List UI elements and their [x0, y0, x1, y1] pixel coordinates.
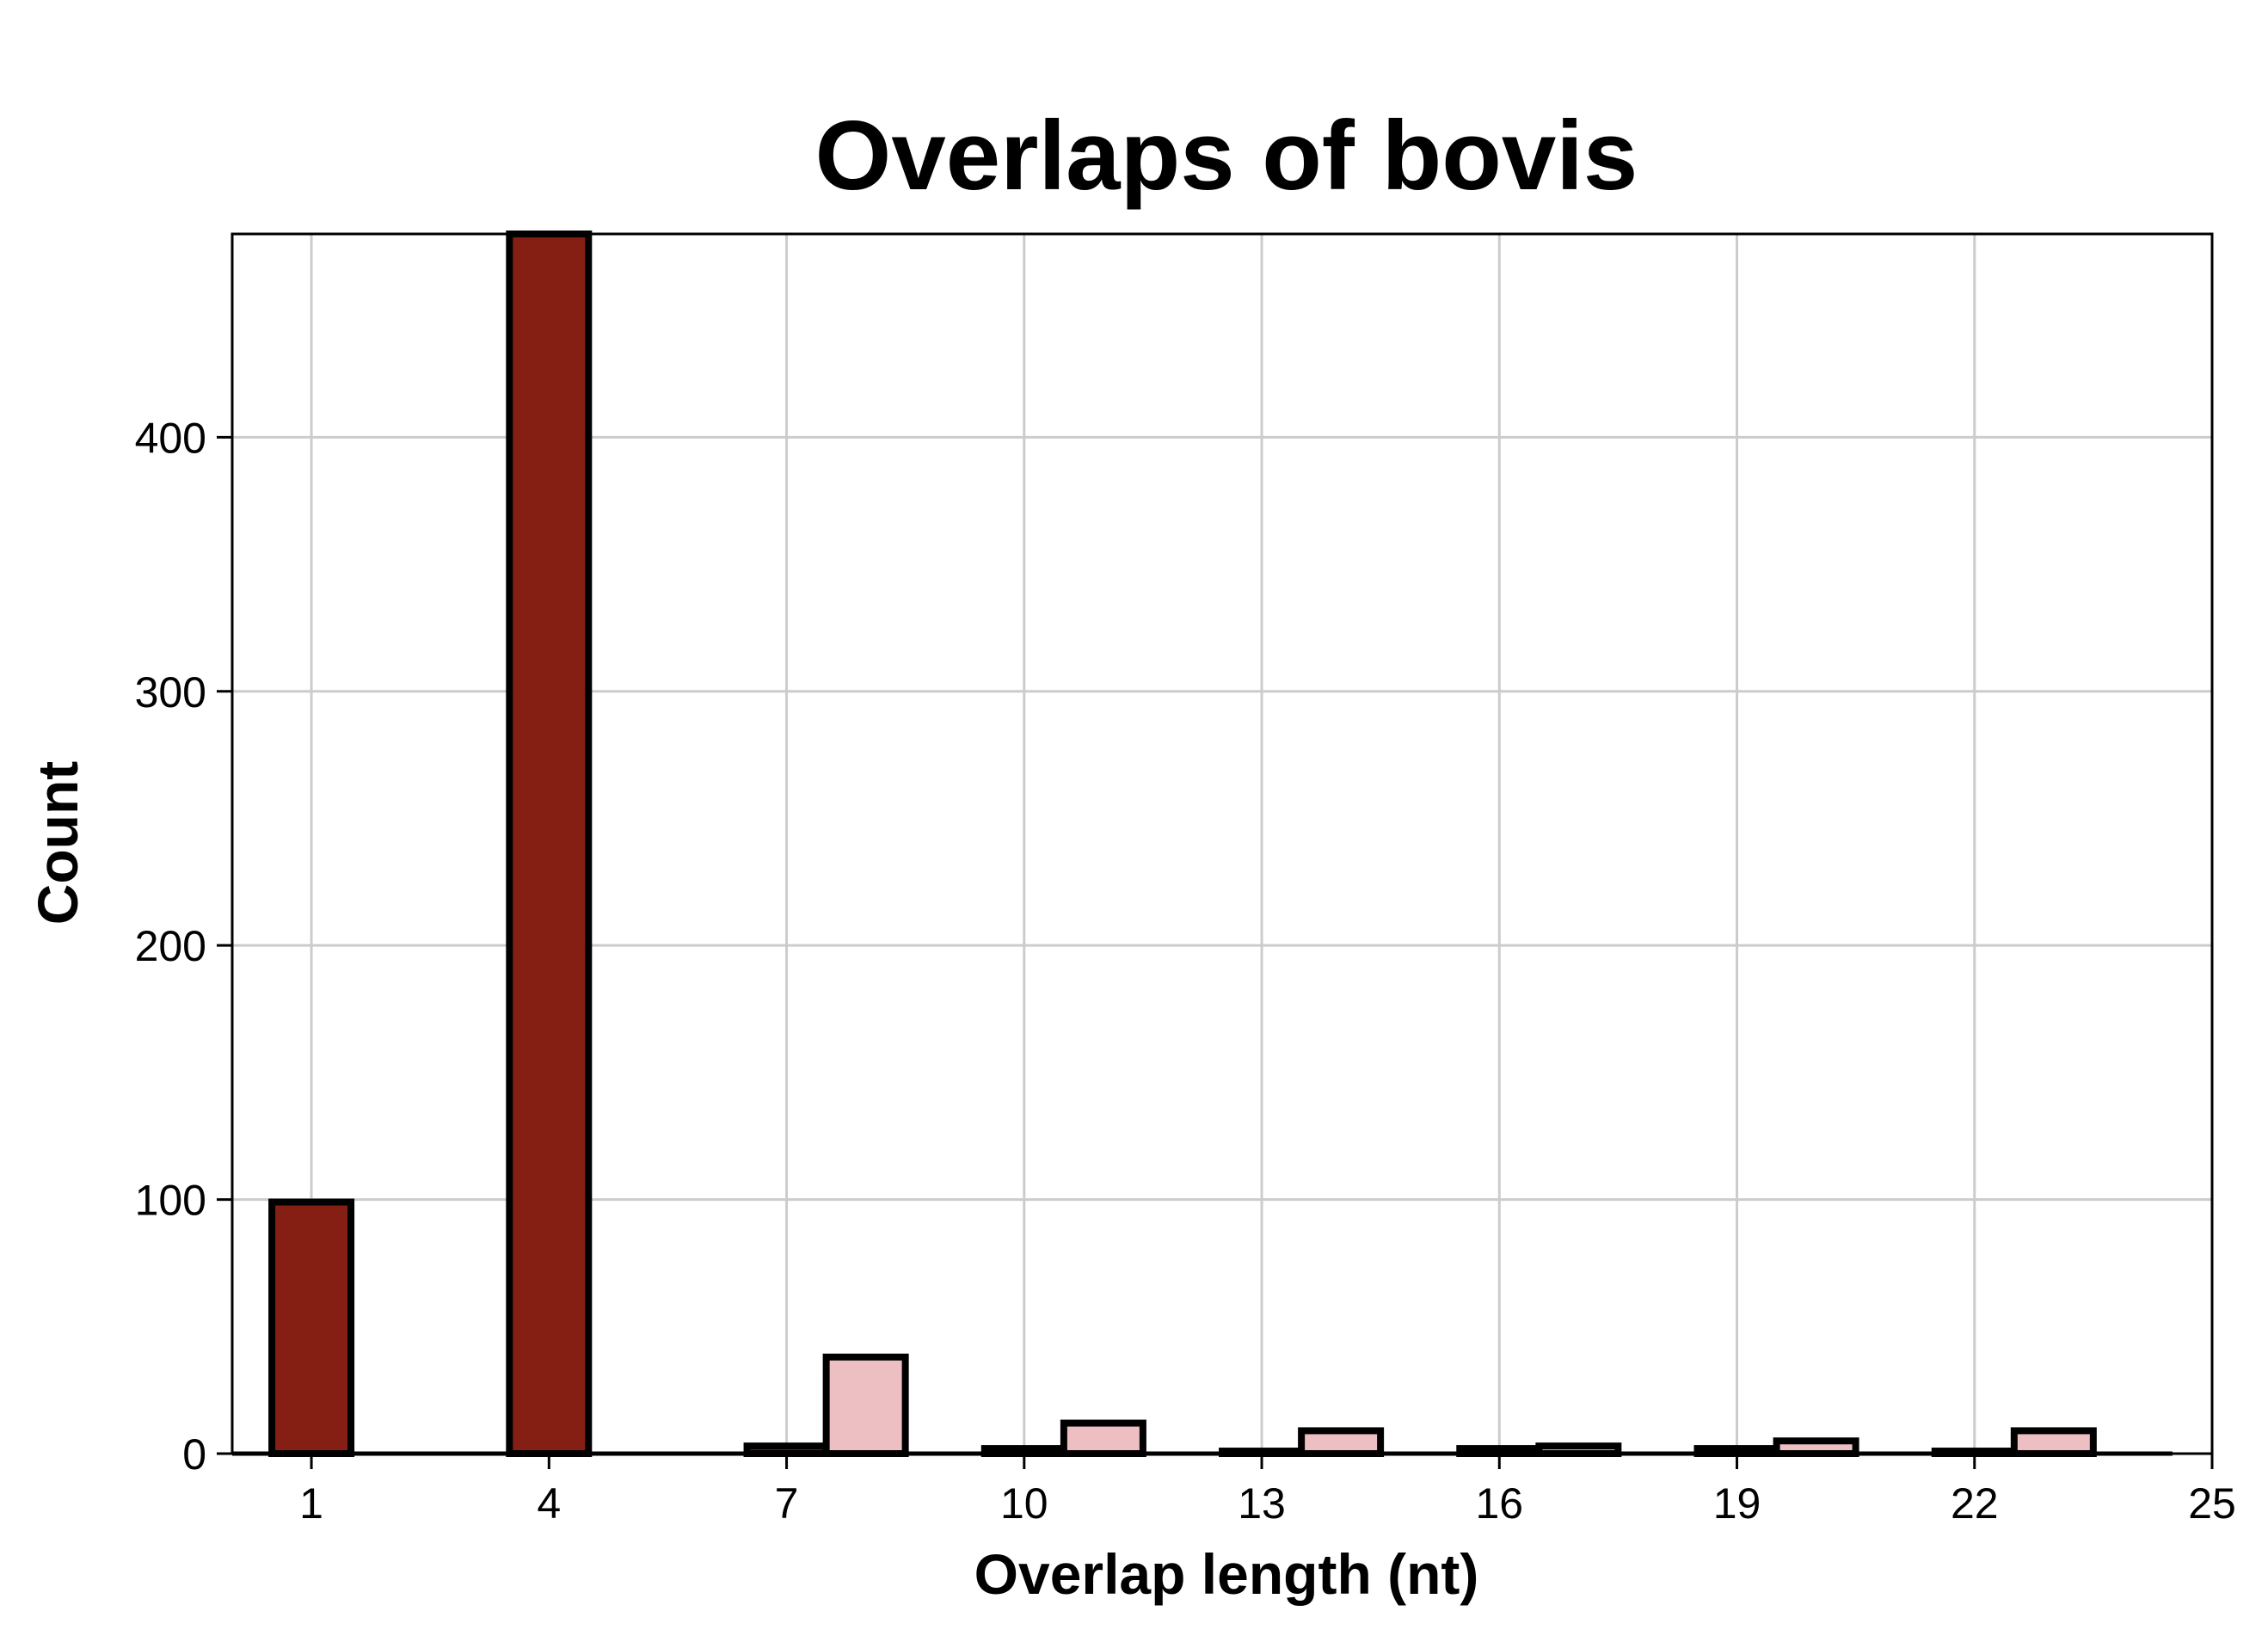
- bars: [268, 231, 2097, 1458]
- x-tick-label: 22: [1951, 1479, 1999, 1528]
- axes: [230, 232, 2214, 1456]
- x-tick-label: 19: [1713, 1479, 1761, 1528]
- x-tick-label: 10: [1000, 1479, 1048, 1528]
- x-tick-label: 13: [1238, 1479, 1286, 1528]
- bar-series-1-x-1: [268, 1198, 355, 1457]
- y-tick-label: 0: [182, 1430, 206, 1479]
- x-tick-label: 7: [775, 1479, 799, 1528]
- x-tick-label: 16: [1475, 1479, 1523, 1528]
- y-tick-label: 100: [135, 1177, 206, 1225]
- x-tick-label: 4: [537, 1479, 561, 1528]
- bar-series-2-x-11: [1060, 1419, 1146, 1458]
- bar-series-2-x-8: [822, 1353, 909, 1458]
- y-tick-label: 300: [135, 668, 206, 716]
- y-tick-label: 200: [135, 922, 206, 970]
- x-tick-label: 1: [299, 1479, 323, 1528]
- y-axis-title: Count: [26, 761, 89, 925]
- x-tick-label: 25: [2188, 1479, 2236, 1528]
- ticks: 1 4 7 10 13 16 19 22 25 0 100 200 300 400: [135, 414, 2236, 1528]
- y-tick-label: 400: [135, 414, 206, 462]
- bar-series-1-x-4: [506, 231, 593, 1457]
- chart-title: Overlaps of bovis: [815, 101, 1638, 211]
- bar-series-2-x-23: [2010, 1427, 2097, 1457]
- bar-series-2-x-14: [1298, 1427, 1385, 1457]
- x-axis-title: Overlap length (nt): [974, 1542, 1479, 1606]
